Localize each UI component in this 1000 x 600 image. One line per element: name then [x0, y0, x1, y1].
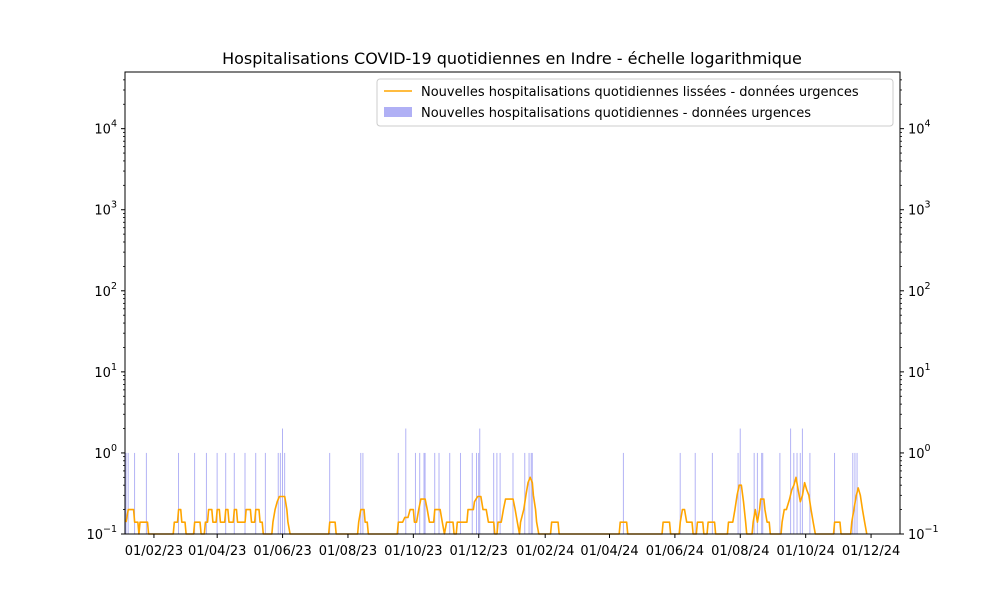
daily-bar — [362, 452, 364, 534]
daily-bar — [438, 452, 440, 534]
x-tick-label: 01/02/24 — [516, 544, 574, 559]
daily-bar — [244, 452, 246, 534]
daily-bar — [145, 452, 147, 534]
daily-bar — [434, 452, 436, 534]
y-tick-label-right: 103 — [908, 200, 931, 219]
daily-bar — [809, 452, 811, 534]
x-tick-label: 01/06/24 — [646, 544, 704, 559]
x-tick-label: 01/12/24 — [842, 544, 900, 559]
daily-bar — [499, 452, 501, 534]
daily-bar — [125, 452, 127, 534]
y-tick-label-right: 10−1 — [908, 524, 939, 543]
daily-bar — [419, 452, 421, 534]
legend-box — [376, 78, 894, 127]
daily-bar — [471, 452, 473, 534]
y-tick-label-right: 102 — [908, 281, 931, 300]
daily-bar — [424, 452, 426, 534]
daily-bar — [694, 452, 696, 534]
daily-bar — [264, 452, 266, 534]
daily-bar — [205, 452, 207, 534]
legend-bar-label: Nouvelles hospitalisations quotidiennes … — [421, 106, 811, 121]
line-series — [125, 476, 868, 535]
y-tick-label-right: 101 — [908, 362, 931, 381]
legend-bar-swatch — [384, 107, 412, 117]
daily-bar — [796, 452, 798, 534]
daily-bar — [134, 452, 136, 534]
daily-bar — [493, 452, 495, 534]
daily-bar — [255, 452, 257, 534]
x-tick-label: 01/08/24 — [711, 544, 769, 559]
daily-bar — [834, 452, 836, 534]
daily-bar — [528, 452, 530, 534]
daily-bar — [233, 452, 235, 534]
legend-line-label: Nouvelles hospitalisations quotidiennes … — [421, 85, 859, 100]
x-tick-label: 01/12/23 — [450, 544, 508, 559]
daily-bar — [793, 452, 795, 534]
daily-bar — [449, 452, 451, 534]
smoothed-line — [125, 476, 868, 535]
y-tick-label: 103 — [94, 200, 117, 219]
daily-bar — [282, 428, 283, 534]
daily-bar — [762, 452, 764, 534]
daily-bar — [512, 452, 514, 534]
daily-bar — [799, 452, 801, 534]
daily-bar — [679, 452, 681, 534]
y-axis-right: 10−1 100 101 102 103 104 — [900, 79, 939, 543]
daily-bar — [405, 428, 407, 534]
daily-bar — [127, 452, 129, 534]
bar-series — [125, 428, 858, 534]
legend: Nouvelles hospitalisations quotidiennes … — [376, 78, 894, 127]
x-tick-label: 01/02/23 — [125, 544, 183, 559]
daily-bar — [524, 452, 526, 534]
daily-bar — [854, 452, 856, 534]
daily-bar — [479, 428, 481, 534]
daily-bar — [711, 452, 713, 534]
daily-bar — [801, 428, 803, 534]
daily-bar — [216, 452, 218, 534]
y-tick-label: 10−1 — [86, 524, 117, 543]
y-tick-label: 102 — [94, 281, 117, 300]
x-tick-label: 01/04/23 — [188, 544, 246, 559]
y-tick-label-right: 104 — [908, 119, 931, 138]
daily-bar — [476, 452, 478, 534]
x-tick-label: 01/10/24 — [776, 544, 834, 559]
x-tick-label: 01/04/24 — [580, 544, 638, 559]
daily-bar — [622, 452, 624, 534]
x-tick-label: 01/08/23 — [319, 544, 377, 559]
daily-bar — [284, 452, 286, 534]
x-tick-label: 01/10/23 — [384, 544, 442, 559]
y-tick-label-right: 100 — [908, 443, 931, 462]
daily-bar — [761, 452, 763, 534]
daily-bar — [277, 452, 279, 534]
chart-title: Hospitalisations COVID-19 quotidiennes e… — [222, 49, 802, 68]
daily-bar — [194, 452, 196, 534]
daily-bar — [225, 452, 227, 534]
daily-bar — [397, 452, 399, 534]
y-tick-label: 100 — [94, 443, 117, 462]
y-axis-left: 10−1 100 101 102 103 104 — [86, 79, 125, 543]
y-tick-label: 104 — [94, 119, 117, 138]
daily-bar — [329, 452, 331, 534]
daily-bar — [459, 452, 461, 534]
daily-bar — [423, 452, 425, 534]
x-tick-label: 01/06/23 — [253, 544, 311, 559]
daily-bar — [531, 452, 533, 534]
daily-bar — [414, 452, 416, 534]
daily-bar — [496, 452, 498, 534]
daily-bar — [753, 452, 755, 534]
daily-bar — [530, 452, 532, 534]
daily-bar — [790, 428, 792, 534]
daily-bar — [178, 452, 180, 534]
daily-bar — [478, 452, 480, 534]
daily-bar — [852, 452, 854, 534]
daily-bar — [756, 452, 758, 534]
y-tick-label: 101 — [94, 362, 117, 381]
x-axis: 01/02/23 01/04/23 01/06/23 01/08/23 01/10/23… — [125, 534, 900, 559]
daily-bar — [739, 428, 741, 534]
daily-bar — [279, 452, 281, 534]
daily-bar — [779, 452, 781, 534]
daily-bar — [360, 452, 362, 534]
